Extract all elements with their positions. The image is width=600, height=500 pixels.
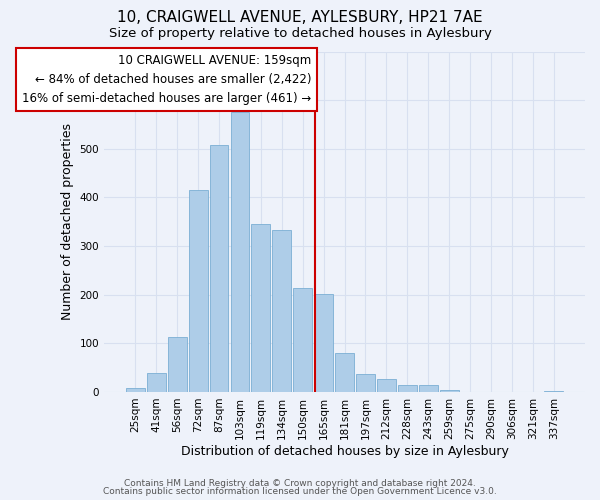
Bar [377, 380, 396, 392]
Bar [440, 390, 458, 392]
Bar [126, 388, 145, 392]
Bar [335, 353, 354, 392]
Bar [147, 374, 166, 392]
Bar [544, 391, 563, 392]
Bar [230, 112, 250, 392]
Bar [251, 224, 270, 392]
Bar [398, 385, 417, 392]
Text: Contains HM Land Registry data © Crown copyright and database right 2024.: Contains HM Land Registry data © Crown c… [124, 478, 476, 488]
Text: 10 CRAIGWELL AVENUE: 159sqm
← 84% of detached houses are smaller (2,422)
16% of : 10 CRAIGWELL AVENUE: 159sqm ← 84% of det… [22, 54, 311, 105]
Bar [293, 288, 312, 392]
X-axis label: Distribution of detached houses by size in Aylesbury: Distribution of detached houses by size … [181, 444, 508, 458]
Bar [272, 230, 291, 392]
Bar [168, 338, 187, 392]
Text: Size of property relative to detached houses in Aylesbury: Size of property relative to detached ho… [109, 28, 491, 40]
Bar [356, 374, 375, 392]
Bar [314, 294, 333, 392]
Text: Contains public sector information licensed under the Open Government Licence v3: Contains public sector information licen… [103, 487, 497, 496]
Bar [189, 190, 208, 392]
Bar [419, 385, 437, 392]
Y-axis label: Number of detached properties: Number of detached properties [61, 123, 74, 320]
Bar [209, 146, 229, 392]
Text: 10, CRAIGWELL AVENUE, AYLESBURY, HP21 7AE: 10, CRAIGWELL AVENUE, AYLESBURY, HP21 7A… [117, 10, 483, 25]
